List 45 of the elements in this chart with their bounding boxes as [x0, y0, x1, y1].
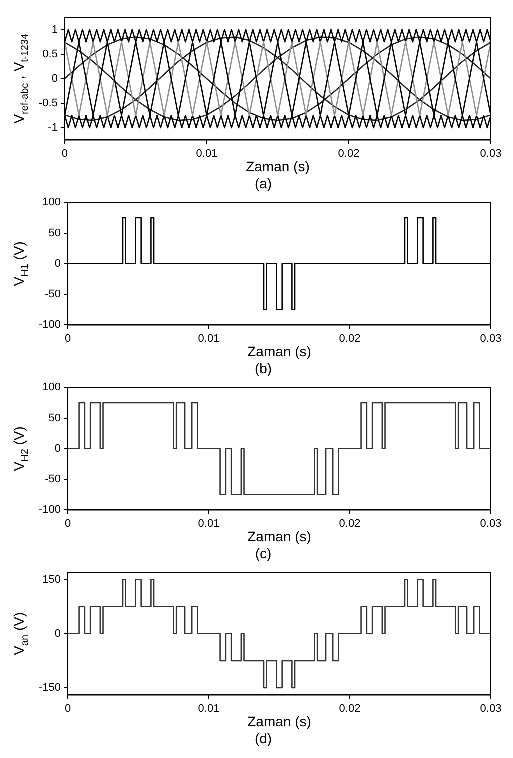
y-axis-title: VH1 (V)	[11, 242, 31, 286]
y-tick-label: 100	[42, 196, 62, 209]
y-tick-label: 0	[52, 72, 58, 85]
x-tick-label: 0	[64, 332, 72, 345]
y-tick-label: -0.5	[38, 97, 58, 110]
y-tick-label: -150	[38, 682, 62, 694]
y-axis-title: Vref-abc , Vt-1234	[11, 34, 31, 124]
y-tick-label: 50	[48, 227, 62, 240]
text: (c)	[255, 545, 272, 562]
x-tick-label: 0.03	[480, 148, 502, 160]
x-tick-label: 0	[64, 518, 72, 530]
x-tick-label: 0.01	[198, 518, 220, 530]
y-tick-label: 0	[54, 258, 62, 270]
y-tick-label: 0	[54, 442, 62, 455]
x-tick-label: 0.03	[480, 518, 502, 530]
y-tick-label: 1	[52, 24, 58, 36]
y-tick-label: -50	[45, 288, 62, 301]
y-axis-title: VH2 (V)	[11, 426, 31, 472]
x-axis-title: Zaman (s)	[246, 158, 310, 175]
y-tick-label: -100	[38, 504, 62, 516]
x-axis-title: Zaman (s)	[248, 344, 312, 360]
x-tick-label: 0.02	[339, 518, 361, 530]
x-tick-label: 0.01	[198, 332, 220, 345]
y-tick-label: -50	[45, 474, 62, 486]
y-tick-label: 0	[54, 628, 62, 640]
x-tick-label: 0	[64, 702, 72, 715]
text: (a)	[254, 175, 272, 192]
text: (d)	[254, 730, 272, 746]
y-tick-label: 100	[42, 382, 62, 394]
x-tick-label: 0.02	[339, 702, 361, 715]
y-tick-label: 50	[48, 412, 62, 424]
y-tick-label: -100	[38, 319, 62, 332]
x-tick-label: 0.03	[480, 702, 502, 715]
x-axis-title: Zaman (s)	[248, 714, 312, 730]
y-tick-label: 0.5	[42, 48, 58, 60]
x-axis-title: Zaman (s)	[248, 528, 312, 545]
x-tick-label: 0.02	[338, 148, 360, 160]
x-tick-label: 0.03	[480, 332, 502, 345]
x-tick-label: 0.01	[196, 148, 218, 160]
x-tick-label: 0.02	[339, 332, 361, 345]
x-tick-label: 0.01	[198, 702, 220, 715]
y-axis-title: Van (V)	[11, 612, 31, 656]
y-tick-label: -1	[48, 122, 58, 134]
y-tick-label: 150	[42, 574, 62, 586]
text: (b)	[254, 360, 272, 376]
